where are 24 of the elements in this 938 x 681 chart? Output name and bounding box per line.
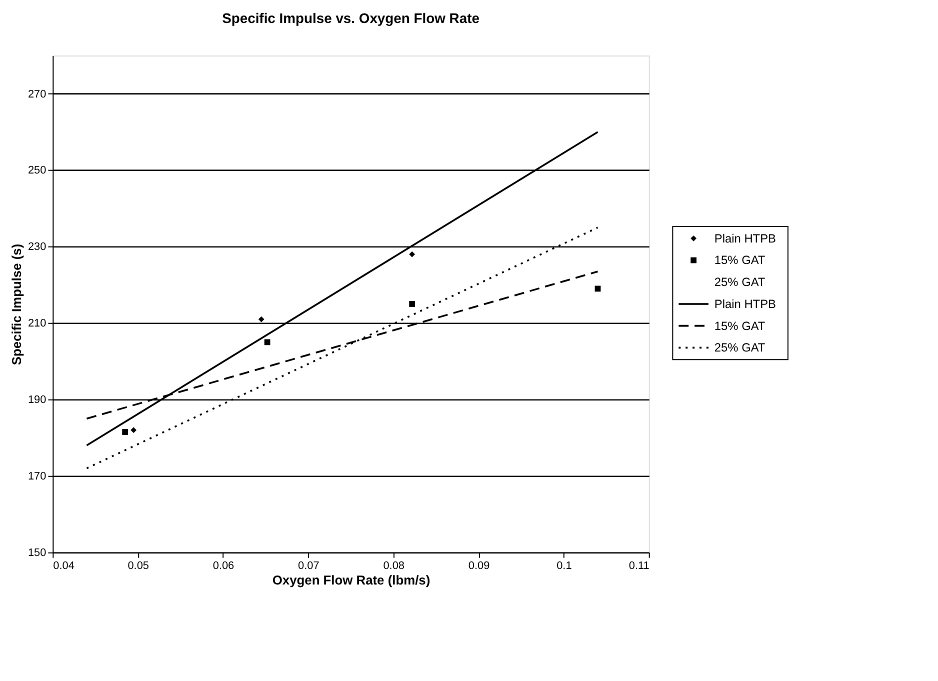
x-tick-label: 0.1	[556, 560, 572, 572]
x-axis-title: Oxygen Flow Rate (lbm/s)	[272, 572, 430, 588]
y-tick-label: 270	[28, 88, 46, 100]
x-tick-label: 0.06	[212, 560, 234, 572]
x-tick-label: 0.08	[383, 560, 404, 572]
y-tick-label: 150	[28, 546, 46, 559]
x-tick-label: 0.09	[468, 560, 490, 572]
legend-label: 15% GAT	[714, 253, 766, 268]
y-tick-label: 210	[28, 318, 46, 330]
legend-label: 15% GAT	[714, 318, 766, 333]
x-tick-label: 0.04	[53, 560, 74, 572]
x-tick-label: 0.07	[298, 560, 320, 572]
legend-label: Plain HTPB	[714, 296, 776, 311]
legend-label: 25% GAT	[714, 340, 766, 355]
y-tick-label: 250	[28, 164, 46, 177]
x-tick-label: 0.05	[128, 560, 149, 572]
chart-title: Specific Impulse vs. Oxygen Flow Rate	[222, 10, 480, 26]
y-tick-label: 230	[28, 241, 46, 254]
legend-label: 25% GAT	[714, 275, 766, 290]
y-axis-title: Specific Impulse (s)	[9, 244, 24, 366]
legend-label: Plain HTPB	[714, 231, 776, 246]
y-tick-label: 170	[28, 470, 46, 482]
x-tick-label: 0.11	[628, 560, 650, 572]
y-tick-label: 190	[28, 394, 46, 406]
